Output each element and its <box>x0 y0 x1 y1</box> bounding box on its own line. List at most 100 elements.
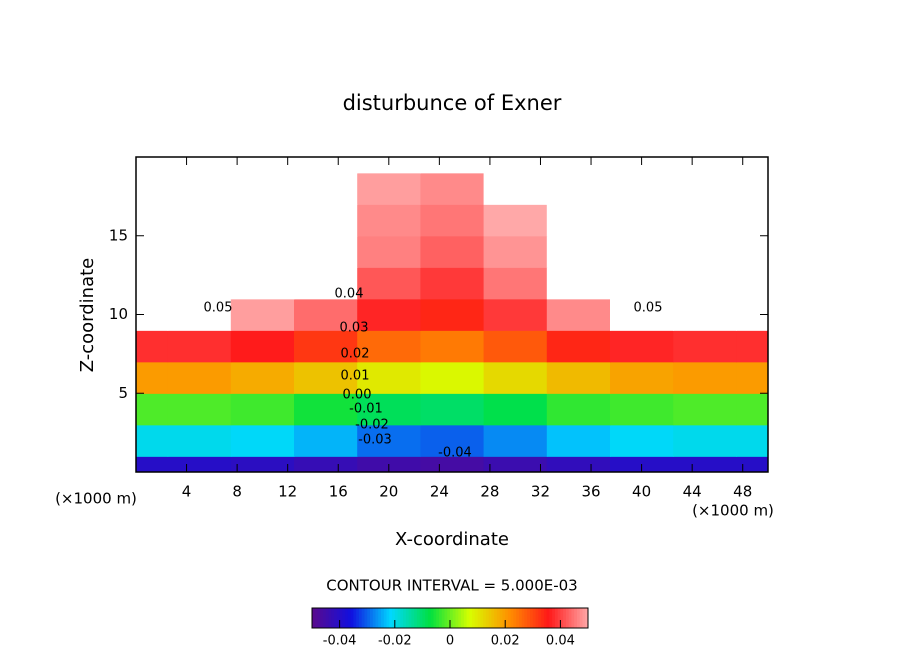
field-cell <box>546 424 611 457</box>
colorbar-slice <box>347 608 352 628</box>
field-cell <box>136 204 169 237</box>
colorbar-slice <box>469 608 473 628</box>
field-cell <box>736 456 768 472</box>
field-cell <box>673 235 737 268</box>
colorbar-slice <box>450 608 454 628</box>
y-unit: (×1000 m) <box>55 490 137 508</box>
colorbar-slice <box>532 608 537 628</box>
colorbar-slice <box>560 608 564 628</box>
field-cell <box>136 267 169 300</box>
field-cell <box>420 456 485 472</box>
colorbar-slice <box>408 608 412 628</box>
colorbar-slice <box>521 608 526 628</box>
field-cell <box>736 393 768 426</box>
field-cell <box>483 204 548 237</box>
field-cell <box>294 157 358 174</box>
colorbar-slice <box>436 608 440 628</box>
colorbar-slice <box>516 608 520 628</box>
field-cell <box>136 424 169 457</box>
colorbar-slice <box>375 608 379 628</box>
colorbar-slice <box>320 608 324 628</box>
field-cell <box>167 267 232 300</box>
colorbar-slice <box>356 608 360 628</box>
colorbar-slice <box>447 608 451 628</box>
colorbar-slice <box>499 608 503 628</box>
field-cell <box>546 267 611 300</box>
field-cell <box>357 267 421 300</box>
contour-label: -0.02 <box>355 418 389 433</box>
contour-label: 0.05 <box>204 301 233 316</box>
field-cell <box>546 235 611 268</box>
field-cell <box>673 267 737 300</box>
field-cell <box>673 330 737 363</box>
field-cell <box>420 298 485 331</box>
field-cell <box>483 393 548 426</box>
field-cell <box>167 204 232 237</box>
colorbar-slice <box>576 608 581 628</box>
colorbar-slice <box>433 608 437 628</box>
colorbar-slice <box>507 608 512 628</box>
field-cell <box>357 172 421 205</box>
field-cell <box>357 157 421 174</box>
field-cell <box>673 298 737 331</box>
contour-label: -0.03 <box>358 433 392 448</box>
field-cell <box>673 393 737 426</box>
colorbar-slice <box>441 608 445 628</box>
colorbar-slice <box>458 608 462 628</box>
colorbar-slice <box>323 608 327 628</box>
field-cell <box>610 235 674 268</box>
x-tick-label: 48 <box>733 483 752 501</box>
field-cell <box>357 330 421 363</box>
field-cell <box>546 393 611 426</box>
colorbar-slice <box>419 608 423 628</box>
field-cell <box>483 456 548 472</box>
contour-label: 0.03 <box>340 321 369 336</box>
colorbar-slice <box>513 608 517 628</box>
colorbar-slice <box>524 608 528 628</box>
x-tick-label: 40 <box>632 483 651 501</box>
contour-label: -0.04 <box>438 446 472 461</box>
colorbar-slice <box>438 608 443 628</box>
colorbar-slice <box>543 608 548 628</box>
colorbar-slice <box>557 608 561 628</box>
colorbar-slice <box>585 608 589 628</box>
field-cell <box>483 330 548 363</box>
colorbar-slice <box>383 608 388 628</box>
colorbar-slice <box>527 608 531 628</box>
x-tick-label: 28 <box>480 483 499 501</box>
field-cell <box>610 172 674 205</box>
field-cell <box>546 172 611 205</box>
x-tick-label: 36 <box>581 483 600 501</box>
colorbar-slice <box>325 608 330 628</box>
colorbar-slice <box>474 608 479 628</box>
colorbar-slice <box>574 608 578 628</box>
field-cell <box>167 157 232 174</box>
x-tick-label: 24 <box>430 483 449 501</box>
colorbar-slice <box>411 608 415 628</box>
field-cell <box>230 330 295 363</box>
field-cell <box>610 330 674 363</box>
field-cell <box>167 456 232 472</box>
colorbar-slice <box>579 608 583 628</box>
field-cell <box>546 204 611 237</box>
field-cell <box>483 424 548 457</box>
field-cell <box>230 393 295 426</box>
field-cell <box>546 330 611 363</box>
contour-interval: CONTOUR INTERVAL = 5.000E-03 <box>326 577 577 595</box>
field-cell <box>294 361 358 394</box>
field-cell <box>294 424 358 457</box>
contour-label: -0.01 <box>349 402 383 417</box>
field-cell <box>294 330 358 363</box>
colorbar-slice <box>392 608 396 628</box>
x-tick-label: 16 <box>329 483 348 501</box>
contour-label: 0.02 <box>341 347 370 362</box>
field-cell <box>610 267 674 300</box>
field-cell <box>483 157 548 174</box>
field-cell <box>294 172 358 205</box>
field-cell <box>546 298 611 331</box>
colorbar-slice <box>549 608 553 628</box>
colorbar-slice <box>477 608 481 628</box>
colorbar-tick-label: 0 <box>446 634 454 649</box>
colorbar-tick-label: -0.04 <box>323 634 357 649</box>
colorbar-slice <box>414 608 418 628</box>
